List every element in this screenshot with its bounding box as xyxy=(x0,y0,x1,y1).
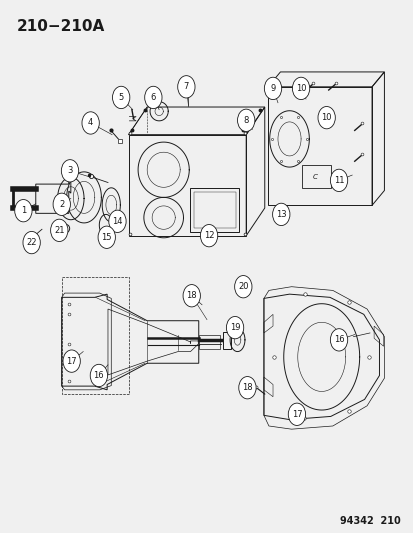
Text: 18: 18 xyxy=(186,291,197,300)
Text: 2: 2 xyxy=(59,200,64,209)
Text: 11: 11 xyxy=(333,176,344,185)
Text: 5: 5 xyxy=(118,93,123,102)
Text: 19: 19 xyxy=(229,323,240,332)
Circle shape xyxy=(90,365,107,386)
Circle shape xyxy=(112,86,130,109)
Circle shape xyxy=(15,199,32,222)
Text: 16: 16 xyxy=(93,371,104,380)
Circle shape xyxy=(53,193,70,215)
Text: 18: 18 xyxy=(242,383,252,392)
Circle shape xyxy=(238,376,256,399)
Circle shape xyxy=(63,350,80,372)
Text: 9: 9 xyxy=(270,84,275,93)
Circle shape xyxy=(292,77,309,100)
Circle shape xyxy=(330,169,347,191)
Text: 6: 6 xyxy=(150,93,156,102)
Text: 8: 8 xyxy=(243,116,248,125)
Text: 22: 22 xyxy=(26,238,37,247)
Text: 210−210A: 210−210A xyxy=(17,19,105,34)
Text: 21: 21 xyxy=(54,226,64,235)
Text: 17: 17 xyxy=(291,410,301,419)
Text: 14: 14 xyxy=(112,217,122,226)
Text: 15: 15 xyxy=(101,233,112,242)
Circle shape xyxy=(82,112,99,134)
Circle shape xyxy=(23,231,40,254)
Text: 13: 13 xyxy=(275,210,286,219)
Circle shape xyxy=(264,77,281,100)
Circle shape xyxy=(234,276,252,298)
Text: 3: 3 xyxy=(67,166,73,175)
Text: 10: 10 xyxy=(320,113,331,122)
Text: 1: 1 xyxy=(21,206,26,215)
Text: 7: 7 xyxy=(183,82,189,91)
Circle shape xyxy=(287,403,305,425)
Circle shape xyxy=(226,317,243,339)
Text: C: C xyxy=(312,174,317,180)
Text: 17: 17 xyxy=(66,357,77,366)
Text: 16: 16 xyxy=(333,335,344,344)
Circle shape xyxy=(50,219,68,241)
Circle shape xyxy=(330,329,347,351)
Circle shape xyxy=(109,210,126,232)
Circle shape xyxy=(98,226,115,248)
Circle shape xyxy=(200,224,217,247)
Text: 12: 12 xyxy=(203,231,214,240)
Circle shape xyxy=(145,86,161,109)
Circle shape xyxy=(272,203,289,225)
Text: 94342  210: 94342 210 xyxy=(339,516,400,526)
Circle shape xyxy=(61,160,78,182)
Text: 4: 4 xyxy=(88,118,93,127)
Text: 10: 10 xyxy=(295,84,306,93)
Circle shape xyxy=(183,285,200,307)
Circle shape xyxy=(317,107,335,129)
Circle shape xyxy=(177,76,195,98)
Text: 20: 20 xyxy=(237,282,248,291)
Circle shape xyxy=(237,109,254,132)
